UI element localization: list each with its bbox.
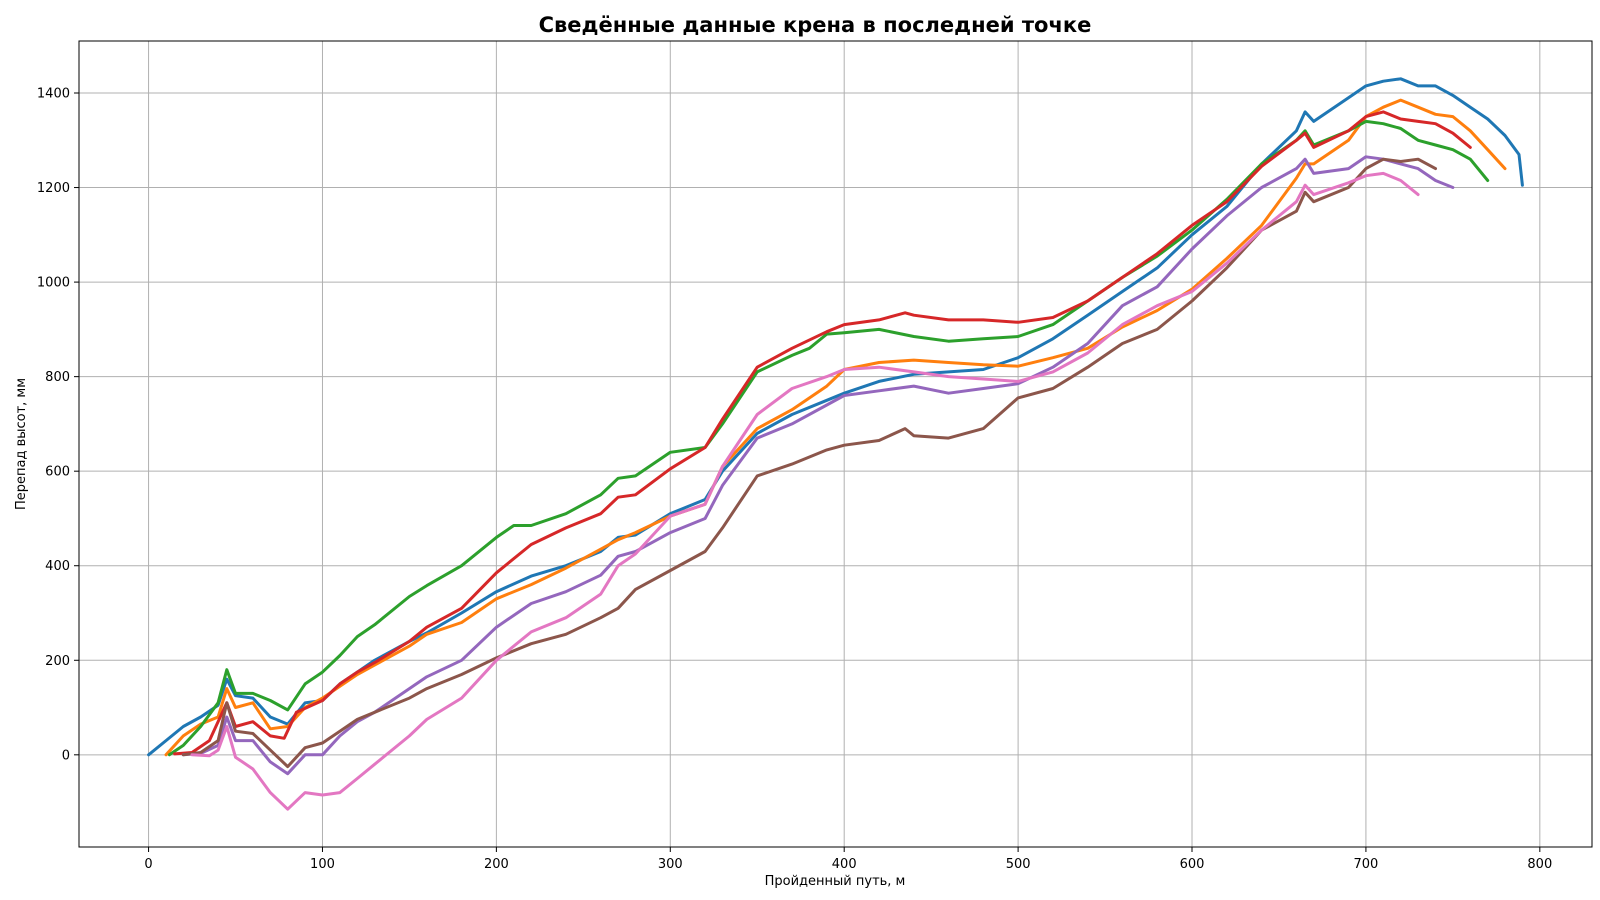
plot-frame (78, 40, 1593, 848)
series-line-7 (190, 171, 1420, 811)
series-line-2 (164, 98, 1507, 757)
y-tick-label: 400 (45, 559, 70, 574)
y-tick-label: 200 (45, 654, 70, 669)
x-tick-label: 300 (658, 857, 683, 872)
y-tick-label: 600 (45, 465, 70, 480)
x-tick-label: 400 (832, 857, 857, 872)
x-axis-ticks: 0 100 200 300 400 500 600 700 800 (144, 847, 1552, 872)
series-line-4 (173, 110, 1472, 756)
series-group (147, 77, 1524, 811)
y-axis-ticks: 0 200 400 600 800 1000 1200 1400 (37, 87, 79, 763)
y-tick-label: 1200 (37, 181, 70, 196)
x-tick-label: 100 (310, 857, 335, 872)
chart-title: Сведённые данные крена в последней точке (539, 13, 1092, 37)
x-tick-label: 600 (1180, 857, 1205, 872)
y-tick-label: 800 (45, 370, 70, 385)
x-axis-label: Пройденный путь, м (765, 874, 906, 889)
series-line-6 (181, 157, 1437, 769)
grid (79, 41, 1592, 847)
y-tick-label: 1000 (37, 276, 70, 291)
x-tick-label: 800 (1527, 857, 1552, 872)
y-tick-label: 1400 (37, 87, 70, 102)
y-tick-label: 0 (62, 748, 70, 763)
x-tick-label: 0 (144, 857, 152, 872)
x-tick-label: 700 (1354, 857, 1379, 872)
series-line-1 (147, 77, 1524, 757)
y-axis-label: Перепад высот, мм (14, 378, 29, 510)
series-line-5 (181, 155, 1455, 776)
x-tick-label: 200 (484, 857, 509, 872)
x-tick-label: 500 (1006, 857, 1031, 872)
